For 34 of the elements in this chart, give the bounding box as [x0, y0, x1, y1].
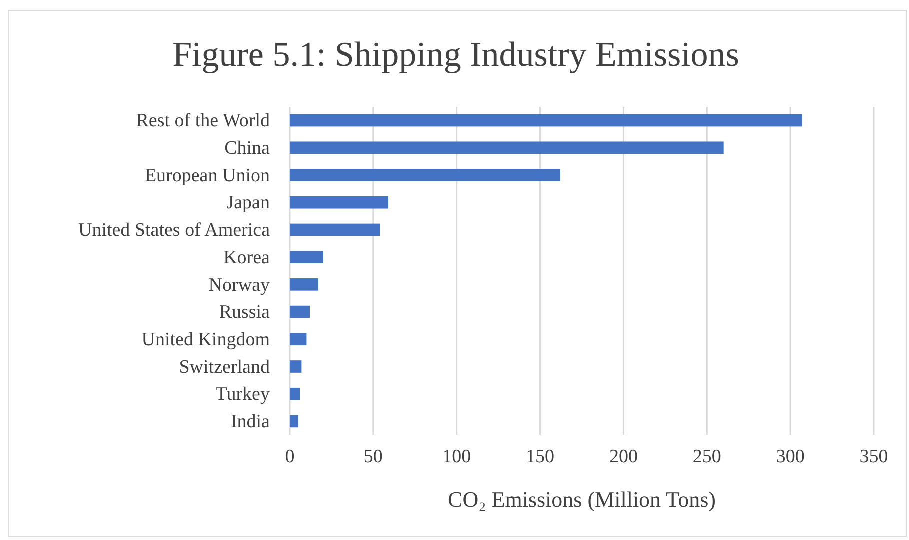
y-tick-label: Rest of the World: [136, 110, 270, 132]
x-tick-label: 0: [285, 446, 295, 468]
y-tick-label: Korea: [224, 247, 271, 268]
x-tick-label: 250: [692, 446, 722, 468]
y-tick-label: Japan: [226, 192, 270, 214]
bar: [290, 169, 560, 182]
y-tick-label: Russia: [219, 302, 271, 324]
x-tick-label: 300: [776, 446, 805, 468]
y-tick-label: United Kingdom: [142, 329, 270, 350]
x-tick-label: 50: [364, 446, 383, 468]
y-tick-label: China: [224, 138, 271, 159]
x-tick-label: 350: [860, 446, 888, 468]
bar: [290, 224, 380, 236]
bar: [290, 196, 388, 209]
y-tick-label: Turkey: [216, 384, 270, 406]
y-tick-label: Switzerland: [179, 356, 270, 378]
bar: [290, 333, 307, 346]
chart-title: Figure 5.1: Shipping Industry Emissions: [172, 35, 740, 74]
y-tick-label: European Union: [144, 165, 270, 186]
bar: [290, 388, 300, 400]
bar: [290, 142, 724, 154]
y-tick-label: Norway: [208, 274, 270, 296]
y-tick-label: United States of America: [78, 220, 271, 242]
bar: [290, 114, 802, 127]
x-tick-label: 200: [609, 446, 638, 468]
bar: [290, 251, 324, 264]
bar: [290, 278, 318, 291]
x-tick-label: 100: [442, 446, 472, 468]
x-axis-title: CO₂ Emissions (Million Tons): [448, 487, 716, 512]
bar: [290, 415, 298, 428]
x-tick-label: 150: [526, 446, 555, 468]
bar: [290, 360, 302, 373]
y-tick-label: India: [230, 412, 271, 433]
bar: [290, 306, 310, 318]
